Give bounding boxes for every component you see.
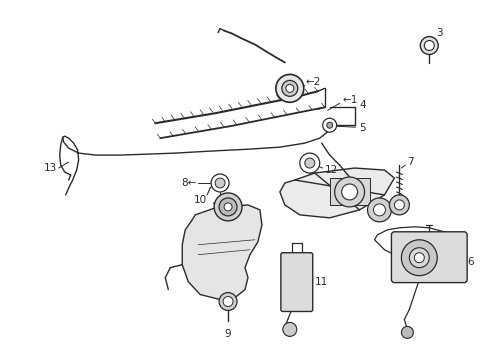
Circle shape: [394, 200, 404, 210]
Circle shape: [367, 198, 390, 222]
Circle shape: [420, 37, 437, 54]
FancyBboxPatch shape: [280, 253, 312, 311]
Circle shape: [223, 297, 233, 306]
Polygon shape: [279, 168, 394, 218]
Polygon shape: [329, 178, 369, 205]
Text: ←2: ←2: [305, 77, 321, 87]
Circle shape: [224, 203, 232, 211]
Text: ←1: ←1: [342, 95, 357, 105]
Circle shape: [219, 198, 237, 216]
Circle shape: [334, 177, 364, 207]
Text: 6: 6: [466, 257, 473, 267]
Polygon shape: [182, 205, 262, 300]
Circle shape: [373, 204, 385, 216]
Circle shape: [424, 41, 433, 50]
Circle shape: [282, 323, 296, 336]
Text: 8←: 8←: [181, 178, 196, 188]
Circle shape: [401, 327, 412, 338]
Text: 5: 5: [359, 123, 366, 133]
Circle shape: [401, 240, 436, 276]
Circle shape: [304, 158, 314, 168]
Text: 7: 7: [407, 157, 413, 167]
Text: 13: 13: [43, 163, 57, 173]
Circle shape: [275, 75, 303, 102]
Circle shape: [413, 253, 424, 263]
Circle shape: [285, 84, 293, 92]
Circle shape: [388, 195, 408, 215]
Text: 9: 9: [224, 329, 231, 339]
Circle shape: [214, 193, 242, 221]
FancyBboxPatch shape: [390, 232, 466, 283]
Circle shape: [219, 293, 237, 310]
Text: 4: 4: [359, 100, 366, 110]
Text: 10: 10: [194, 195, 207, 205]
Circle shape: [211, 174, 228, 192]
Circle shape: [326, 122, 332, 128]
Circle shape: [408, 248, 428, 268]
Circle shape: [341, 184, 357, 200]
Circle shape: [281, 80, 297, 96]
Circle shape: [215, 178, 224, 188]
Text: 12: 12: [324, 165, 337, 175]
Circle shape: [322, 118, 336, 132]
Circle shape: [299, 153, 319, 173]
Text: 3: 3: [435, 28, 442, 37]
Text: 11: 11: [314, 276, 327, 287]
